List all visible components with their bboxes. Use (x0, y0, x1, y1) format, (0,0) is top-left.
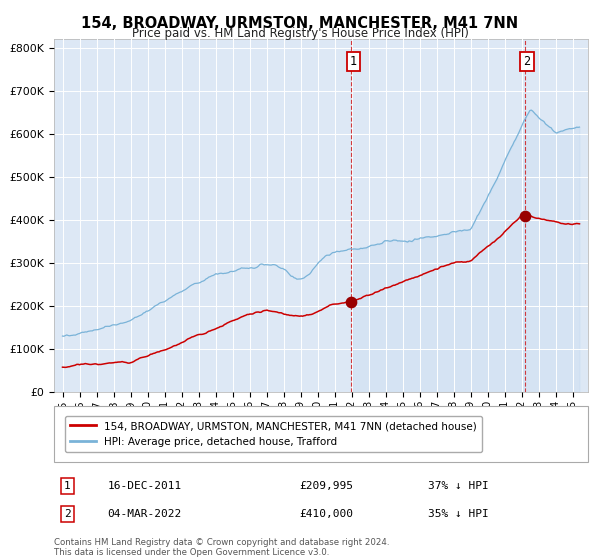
Text: 1: 1 (64, 481, 71, 491)
Text: £209,995: £209,995 (299, 481, 353, 491)
Text: 35% ↓ HPI: 35% ↓ HPI (428, 509, 488, 519)
Point (520, 211, 529, 220)
FancyBboxPatch shape (54, 406, 588, 462)
Text: 1: 1 (350, 55, 357, 68)
Text: £410,000: £410,000 (299, 509, 353, 519)
Point (346, 297, 356, 306)
Text: Contains HM Land Registry data © Crown copyright and database right 2024.
This d: Contains HM Land Registry data © Crown c… (54, 538, 389, 557)
Text: 154, BROADWAY, URMSTON, MANCHESTER, M41 7NN: 154, BROADWAY, URMSTON, MANCHESTER, M41 … (82, 16, 518, 31)
Text: 16-DEC-2011: 16-DEC-2011 (107, 481, 182, 491)
Text: 2: 2 (524, 55, 530, 68)
Text: 2: 2 (64, 509, 71, 519)
Legend: 154, BROADWAY, URMSTON, MANCHESTER, M41 7NN (detached house), HPI: Average price: 154, BROADWAY, URMSTON, MANCHESTER, M41 … (65, 416, 482, 452)
Text: 04-MAR-2022: 04-MAR-2022 (107, 509, 182, 519)
Text: Price paid vs. HM Land Registry's House Price Index (HPI): Price paid vs. HM Land Registry's House … (131, 27, 469, 40)
Text: 37% ↓ HPI: 37% ↓ HPI (428, 481, 488, 491)
